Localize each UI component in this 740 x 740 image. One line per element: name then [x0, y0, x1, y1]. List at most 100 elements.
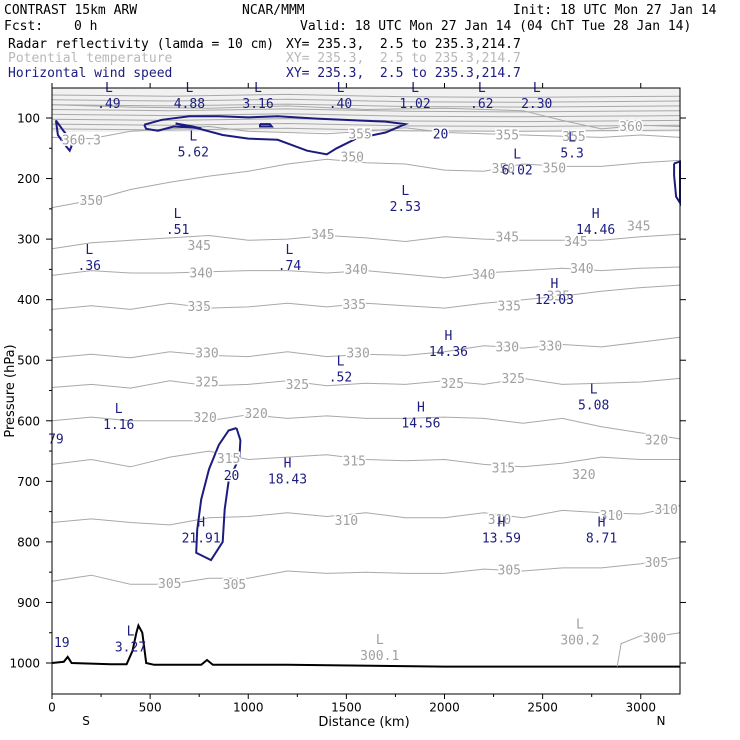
y-tick-label: 300 [17, 233, 40, 247]
theta-contour-label: 350 [80, 194, 103, 209]
theta-contour-label: 320 [244, 407, 267, 422]
y-tick-label: 900 [17, 596, 40, 610]
theta-contour-label: 330 [346, 347, 369, 362]
theta-contour-310 [51, 505, 681, 526]
model-title: CONTRAST 15km ARW [4, 3, 138, 18]
wind-extremum-value: 12.03 [535, 293, 574, 308]
theta-contour-label: 345 [564, 235, 587, 250]
terrain-line [51, 622, 680, 668]
wind-contour-20-3 [54, 119, 73, 153]
y-axis-label: Pressure (hPa) [3, 344, 18, 437]
theta-contour-label: 355 [348, 127, 371, 142]
wind-extremum-value: 14.56 [401, 417, 440, 432]
theta-contour-label: 340 [189, 267, 212, 282]
terrain-layer [51, 622, 681, 668]
field-name-wind: Horizontal wind speed [8, 66, 173, 81]
wind-extremum-value: 3.27 [115, 641, 146, 656]
theta-contour-345 [51, 233, 681, 250]
theta-contour-label: 350 [492, 162, 515, 177]
theta-extremum-value: 300.1 [360, 649, 399, 664]
wind-contour-label: 20 [433, 127, 449, 142]
theta-contour-label: 305 [498, 563, 521, 578]
x-tick-label: 1000 [233, 701, 264, 715]
x-axis-label: Distance (km) [318, 715, 409, 730]
contour-labels: 305 305 305 305 310 310 310 310 315 315 315 320 320 3… [47, 81, 680, 664]
theta-contour-325 [51, 377, 681, 389]
y-tick-label: 400 [17, 293, 40, 307]
theta-contour-label: 310 [335, 514, 358, 529]
theta-contour-upper [51, 98, 681, 103]
wind-contour-label: 20 [224, 469, 240, 484]
wind-contour-20-1 [175, 122, 202, 130]
wind-extremum-value: .62 [470, 97, 493, 112]
theta-contour-label: 345 [311, 228, 334, 243]
wind-extremum-L: L [568, 131, 576, 146]
wind-extremum-value: 14.36 [429, 345, 468, 360]
theta-contour-label: 305 [645, 556, 668, 571]
theta-contour-label: 330 [496, 341, 519, 356]
y-tick-label: 100 [17, 112, 40, 126]
y-tick-label: 800 [17, 535, 40, 549]
theta-extremum-L: L [376, 633, 384, 648]
theta-contour-label: 340 [344, 263, 367, 278]
wind-extremum-L: L [337, 355, 345, 370]
forecast-label: Fcst: [4, 19, 44, 34]
theta-contour-label: 340 [570, 262, 593, 277]
theta-contour-label: 350 [341, 150, 364, 165]
theta-contour-label: 325 [441, 377, 464, 392]
theta-contour-label: 335 [547, 290, 570, 305]
wind-contour-20-5 [195, 427, 242, 562]
theta-contours [51, 93, 681, 585]
wind-extremum-H: H [284, 456, 292, 471]
theta-contour-label: 315 [217, 452, 240, 467]
wind-extremum-value: .36 [78, 259, 101, 274]
theta-contour-label: 310 [600, 509, 623, 524]
edge-label: 300 [643, 631, 666, 646]
wind-extremum-value: 3.16 [242, 97, 273, 112]
theta-contour-label: 320 [645, 433, 668, 448]
wind-extremum-value: 6.02 [501, 164, 532, 179]
theta-contour-label: 360 [619, 120, 642, 135]
wind-extremum-H: H [550, 277, 558, 292]
wind-extremum-value: 1.16 [103, 418, 134, 433]
edge-label: 79 [48, 433, 64, 448]
theta-contour-upper [51, 93, 681, 98]
wind-extremum-L: L [401, 184, 409, 199]
forecast-hour: 0 h [74, 19, 98, 34]
wind-extremum-value: 1.02 [399, 97, 430, 112]
wind-extremum-L: L [127, 625, 135, 640]
theta-contour-label: 345 [627, 220, 650, 235]
wind-extremum-value: .52 [329, 371, 352, 386]
edge-label: 19 [54, 636, 70, 651]
x-tick-label: 500 [139, 701, 162, 715]
theta-contour-label: 360.3 [62, 134, 101, 149]
x-tick-label: 3000 [625, 701, 656, 715]
wind-extremum-H: H [592, 207, 600, 222]
wind-contour-20-4 [673, 160, 681, 207]
theta-contour-label: 320 [572, 468, 595, 483]
x-tick-label: 2500 [527, 701, 558, 715]
theta-contour-label: 350 [543, 161, 566, 176]
org-label: NCAR/MMM [242, 3, 305, 18]
wind-extremum-value: 4.88 [174, 97, 205, 112]
theta-contour-label: 315 [342, 454, 365, 469]
field-xy-reflectivity: XY= 235.3, 2.5 to 235.3,214.7 [286, 37, 521, 52]
wind-extremum-value: 13.59 [482, 532, 521, 547]
y-tick-label: 200 [17, 172, 40, 186]
wind-extremum-value: 2.53 [390, 200, 421, 215]
theta-contour-label: 345 [496, 230, 519, 245]
wind-extremum-L: L [189, 129, 197, 144]
wind-extremum-value: 5.3 [560, 147, 583, 162]
wind-extremum-L: L [115, 402, 123, 417]
wind-extremum-value: .40 [329, 97, 352, 112]
theta-contour-label: 335 [342, 298, 365, 313]
theta-contour-label: 305 [223, 578, 246, 593]
theta-contour-label: 335 [498, 299, 521, 314]
valid-time: Valid: 18 UTC Mon 27 Jan 14 (04 ChT Tue … [300, 19, 692, 34]
theta-contour-label: 320 [193, 411, 216, 426]
x-tick-label: 1500 [331, 701, 362, 715]
x-tick-label: 2000 [429, 701, 460, 715]
theta-contour-335 [51, 284, 681, 310]
field-xy-theta: XY= 235.3, 2.5 to 235.3,214.7 [286, 51, 521, 66]
